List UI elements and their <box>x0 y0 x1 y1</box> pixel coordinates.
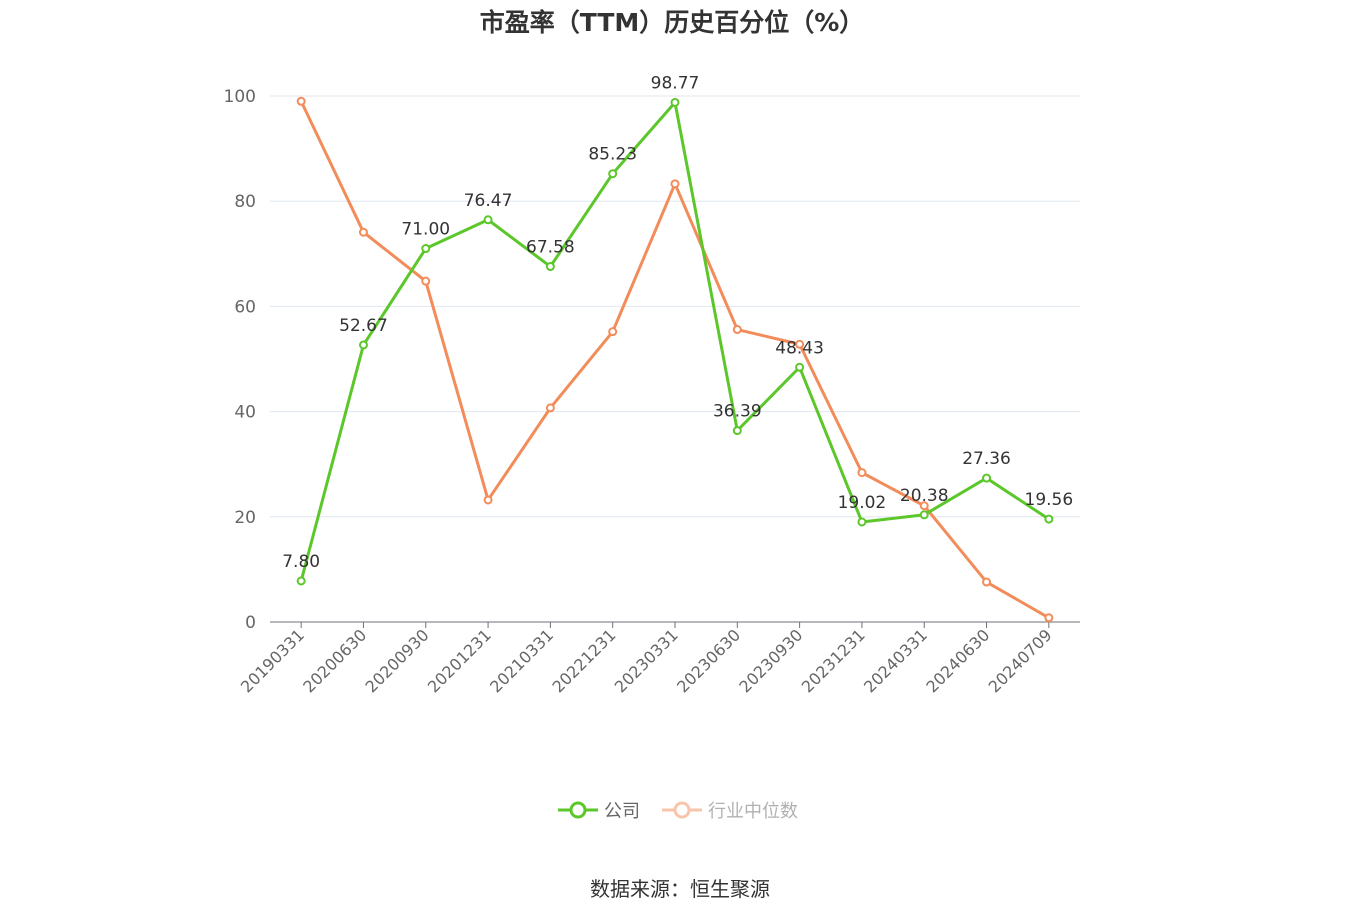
source-note: 数据来源：恒生聚源 <box>590 877 770 901</box>
legend[interactable]: 公司 行业中位数 <box>558 801 798 822</box>
company-point[interactable] <box>358 340 368 350</box>
legend-item-industry[interactable]: 行业中位数 <box>662 801 798 822</box>
data-label: 7.80 <box>282 552 320 572</box>
series-layer <box>296 96 1054 623</box>
x-tick-label: 20221231 <box>549 625 620 696</box>
x-tick-label: 20201231 <box>424 625 495 696</box>
x-tick-label: 20240630 <box>922 625 993 696</box>
data-label: 52.67 <box>339 316 388 336</box>
data-label: 36.39 <box>713 402 762 422</box>
legend-item-company[interactable]: 公司 <box>558 801 640 822</box>
data-label: 27.36 <box>962 449 1011 469</box>
data-label: 19.56 <box>1025 490 1074 510</box>
company-point[interactable] <box>483 215 493 225</box>
y-tick-label: 100 <box>224 87 256 107</box>
data-label: 48.43 <box>775 338 824 358</box>
industry-point[interactable] <box>421 276 431 286</box>
company-point[interactable] <box>795 362 805 372</box>
company-point[interactable] <box>857 517 867 527</box>
company-point[interactable] <box>545 262 555 272</box>
y-tick-label: 80 <box>234 192 256 212</box>
industry-point[interactable] <box>483 495 493 505</box>
industry-point[interactable] <box>1044 613 1054 623</box>
company-point[interactable] <box>608 169 618 179</box>
company-point[interactable] <box>1044 514 1054 524</box>
company-point[interactable] <box>982 473 992 483</box>
legend-marker-icon <box>673 801 691 819</box>
legend-label: 公司 <box>604 801 640 822</box>
x-tick-label: 20200630 <box>299 625 370 696</box>
industry-point[interactable] <box>732 325 742 335</box>
industry-median-line <box>299 100 1050 620</box>
data-label: 98.77 <box>651 73 700 93</box>
company-point[interactable] <box>670 97 680 107</box>
x-tick-label: 20231231 <box>798 625 869 696</box>
industry-point[interactable] <box>857 468 867 478</box>
industry-point[interactable] <box>795 339 805 349</box>
x-tick-label: 20190331 <box>237 625 308 696</box>
industry-point[interactable] <box>670 179 680 189</box>
company-point[interactable] <box>732 426 742 436</box>
data-label: 20.38 <box>900 486 949 506</box>
x-tick-label: 20230630 <box>673 625 744 696</box>
company-point[interactable] <box>296 576 306 586</box>
y-tick-label: 60 <box>234 297 256 317</box>
y-tick-label: 0 <box>245 613 256 633</box>
legend-label: 行业中位数 <box>708 801 798 822</box>
x-tick-label: 20230331 <box>611 625 682 696</box>
industry-point[interactable] <box>545 403 555 413</box>
company-line <box>299 100 1050 582</box>
data-label: 19.02 <box>838 493 887 513</box>
y-tick-label: 20 <box>234 508 256 528</box>
data-labels: 7.80 52.67 71.00 76.47 67.58 85.23 98.77 36.39 4… <box>282 73 1073 572</box>
data-label: 76.47 <box>464 191 513 211</box>
grid <box>270 95 1080 518</box>
company-point[interactable] <box>421 244 431 254</box>
x-tick-label: 20230930 <box>735 625 806 696</box>
data-label: 71.00 <box>401 220 450 240</box>
chart-title: 市盈率（TTM）历史百分位（%） <box>480 8 865 37</box>
x-tick-label: 20200930 <box>362 625 433 696</box>
y-tick-label: 40 <box>234 403 256 423</box>
legend-marker-icon <box>569 801 587 819</box>
x-tick-label: 20210331 <box>486 625 557 696</box>
x-tick-label: 20240709 <box>985 625 1056 696</box>
industry-point[interactable] <box>608 327 618 337</box>
data-label: 67.58 <box>526 238 575 258</box>
industry-point[interactable] <box>982 577 992 587</box>
industry-point[interactable] <box>296 96 306 106</box>
company-point[interactable] <box>919 510 929 520</box>
industry-point[interactable] <box>919 501 929 511</box>
industry-point[interactable] <box>358 227 368 237</box>
data-label: 85.23 <box>588 145 637 165</box>
x-tick-label: 20240331 <box>860 625 931 696</box>
